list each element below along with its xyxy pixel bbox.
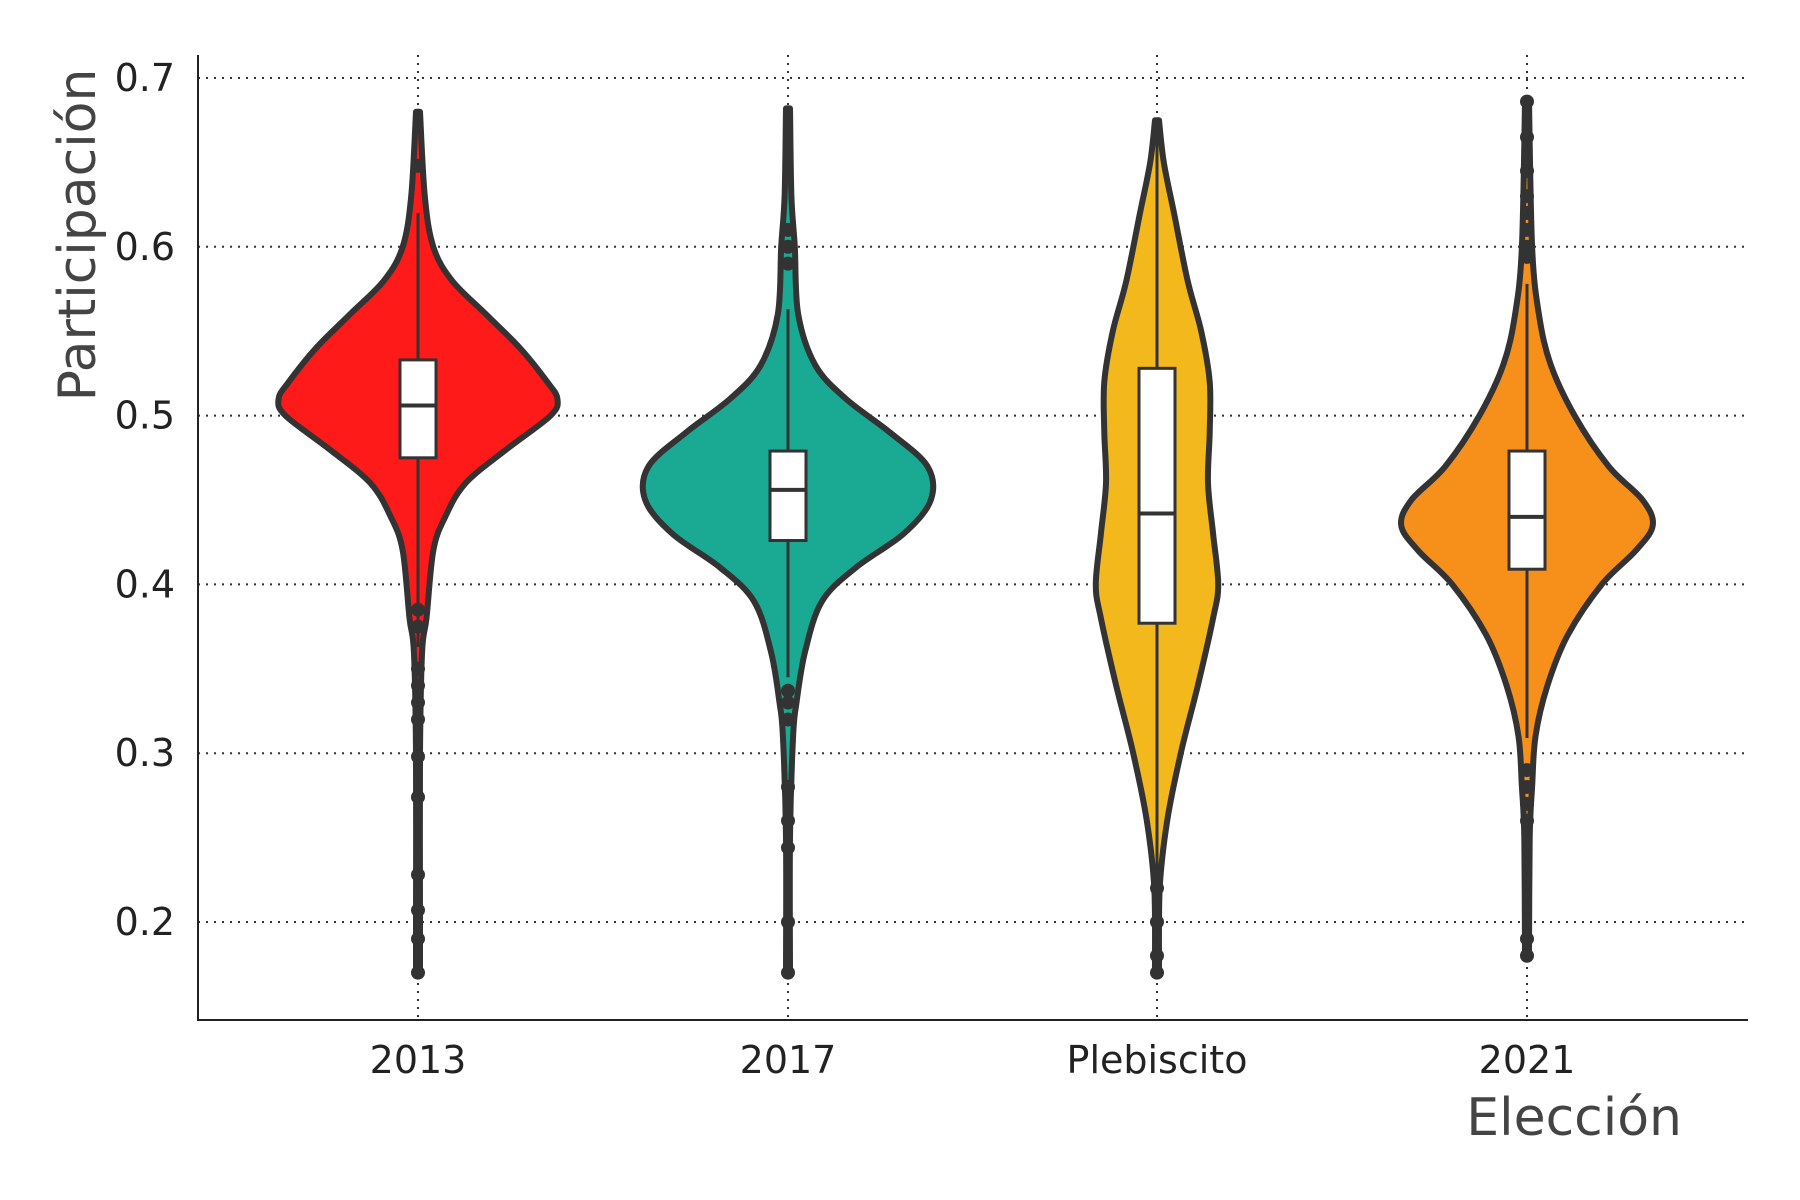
outlier-point [411,867,425,882]
y-tick-label: 0.3 [115,731,175,775]
outlier-point [411,965,425,980]
outlier-point [411,712,425,727]
box-iqr [1137,366,1177,625]
x-tick-label: 2013 [370,1038,467,1082]
box-iqr [398,358,438,460]
outlier-point [1520,94,1534,109]
outlier-point [1520,206,1534,221]
violin-2013 [275,108,561,980]
outlier-point [411,678,425,693]
outlier-point [411,619,425,634]
y-tick-label: 0.6 [115,225,175,269]
outlier-point [1520,239,1534,254]
outlier-point [1520,948,1534,963]
violin-Plebiscito [1092,117,1222,980]
outlier-point [781,695,795,710]
axes [197,55,1748,1021]
outlier-point [781,915,795,929]
outlier-point [781,222,795,237]
violin-layer [275,94,1656,980]
outlier-point [1520,813,1534,828]
outlier-point [1520,189,1534,204]
y-tick-label: 0.4 [115,562,175,606]
outlier-point [1150,881,1164,896]
outlier-point [781,813,795,828]
outlier-point [781,965,795,980]
y-tick-label: 0.7 [115,56,175,100]
violin-2017 [639,105,937,980]
outlier-point [411,695,425,710]
axis-lines [197,55,1748,1021]
tick-labels: 0.2 0.3 0.4 0.5 0.6 0.7 2013 2017 Plebiscito 2021 [115,56,1576,1082]
outlier-point [411,158,425,173]
outlier-point [1520,222,1534,237]
outlier-point [1520,779,1534,794]
y-tick-label: 0.2 [115,900,175,944]
outlier-point [1520,130,1534,145]
outlier-point [411,931,425,946]
violin-2021 [1398,94,1656,963]
outlier-point [781,239,795,254]
outlier-point [781,840,795,855]
box-iqr [1507,449,1547,571]
x-tick-label: Plebiscito [1067,1038,1248,1082]
x-axis-title: Elección [1466,1088,1682,1148]
outlier-point [411,903,425,918]
outlier-point [1520,931,1534,946]
outlier-point [411,661,425,676]
outlier-point [1520,163,1534,178]
outlier-point [1520,763,1534,778]
outlier-point [781,779,795,794]
x-tick-label: 2017 [740,1038,837,1082]
outlier-point [411,790,425,805]
y-tick-label: 0.5 [115,394,175,438]
outlier-point [781,256,795,271]
outlier-point [1520,796,1534,811]
outlier-point [1150,915,1164,929]
outlier-point [1520,249,1534,264]
outlier-point [411,749,425,764]
outlier-point [781,683,795,698]
x-tick-label: 2021 [1479,1038,1576,1082]
y-axis-title: Participación [48,69,108,402]
outlier-point [1150,948,1164,963]
outlier-point [1150,965,1164,980]
outlier-point [781,712,795,727]
outlier-point [411,602,425,617]
box-iqr [768,449,808,543]
